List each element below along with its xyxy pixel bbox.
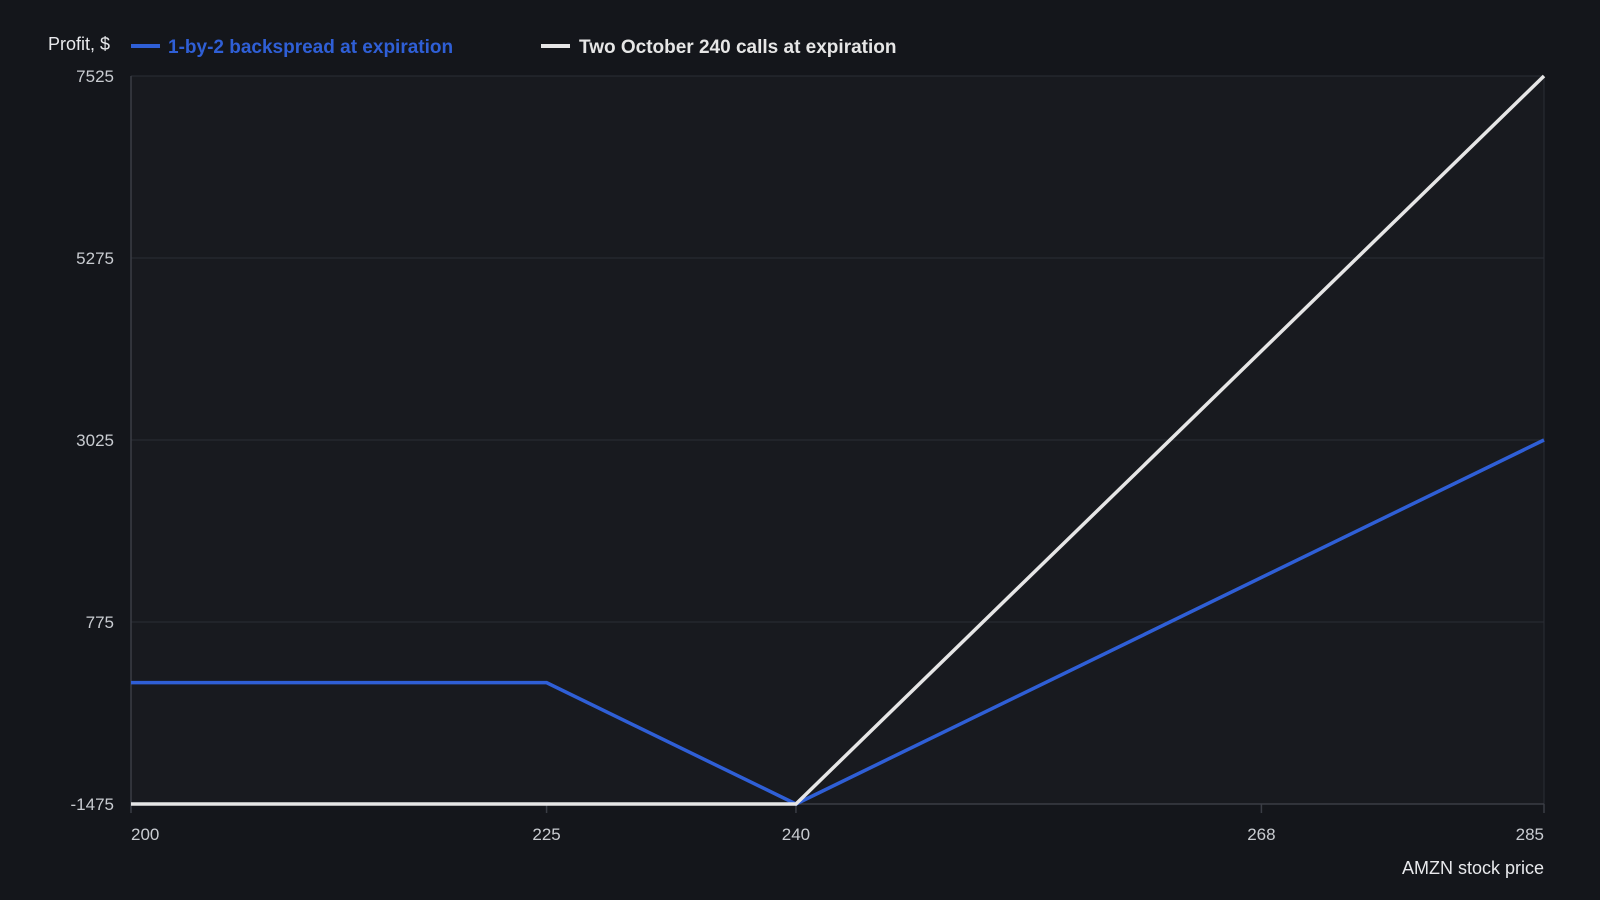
y-tick-label-2: 3025 [76, 431, 114, 450]
series-line-0 [131, 438, 1545, 806]
x-tick-label-4: 285 [1516, 825, 1544, 844]
y-tick-label-0: -1475 [71, 795, 114, 814]
y-axis-title: Profit, $ [48, 34, 110, 54]
legend: 1-by-2 backspread at expiration Two Octo… [131, 37, 896, 58]
y-tick-label-1: 775 [86, 613, 114, 632]
tick-labels: -1475 775 3025 5275 7525 200 225 240 268 285 [71, 67, 1544, 844]
x-axis-title: AMZN stock price [1402, 858, 1544, 878]
y-tick-label-4: 7525 [76, 67, 114, 86]
series-line-1 [131, 74, 1546, 806]
x-tick-label-0: 200 [131, 825, 159, 844]
series-lines [131, 74, 1546, 806]
legend-label-backspread: 1-by-2 backspread at expiration [168, 37, 453, 58]
x-tick-label-3: 268 [1247, 825, 1275, 844]
x-tick-label-1: 225 [532, 825, 560, 844]
legend-label-calls: Two October 240 calls at expiration [579, 37, 896, 58]
y-tick-label-3: 5275 [76, 249, 114, 268]
x-tick-label-2: 240 [782, 825, 810, 844]
